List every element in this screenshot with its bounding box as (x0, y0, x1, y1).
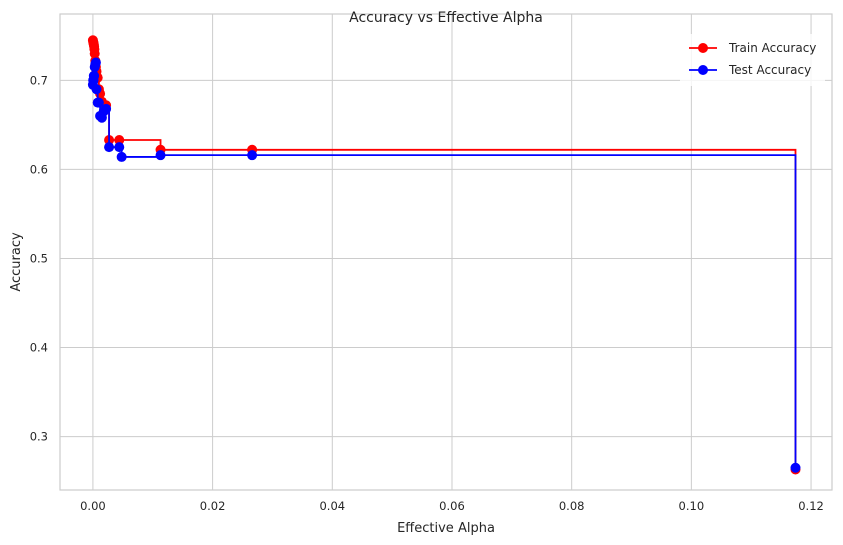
legend: Train Accuracy Test Accuracy (680, 34, 825, 86)
y-tick-label: 0.6 (30, 162, 48, 176)
grid (60, 14, 832, 490)
x-tick-label: 0.04 (319, 499, 345, 513)
train-accuracy-line (92, 39, 797, 470)
x-tick-label: 0.12 (798, 499, 824, 513)
y-ticks: 0.3 0.4 0.5 0.6 0.7 (30, 73, 48, 443)
series-layer (87, 35, 801, 475)
test-accuracy-point (114, 142, 125, 153)
y-tick-label: 0.5 (30, 251, 48, 265)
test-accuracy-point (247, 150, 258, 161)
test-accuracy-point (104, 142, 115, 153)
x-ticks: 0.00 0.02 0.04 0.06 0.08 0.10 0.12 (80, 499, 824, 513)
test-accuracy-point (90, 57, 101, 68)
test-accuracy-line (92, 61, 797, 468)
test-accuracy-point (93, 97, 104, 108)
test-accuracy-point (101, 103, 112, 114)
y-tick-label: 0.3 (30, 430, 48, 444)
x-tick-label: 0.02 (200, 499, 226, 513)
legend-label-train: Train Accuracy (728, 41, 816, 55)
legend-box (680, 34, 825, 86)
y-tick-label: 0.7 (30, 73, 48, 87)
test-accuracy-point (116, 151, 127, 162)
series-test-accuracy (87, 57, 801, 473)
x-tick-label: 0.06 (439, 499, 465, 513)
x-tick-label: 0.10 (679, 499, 705, 513)
test-accuracy-point (89, 70, 100, 81)
test-accuracy-point (790, 462, 801, 473)
legend-label-test: Test Accuracy (728, 63, 811, 77)
plot-frame (59, 13, 833, 491)
test-accuracy-point (155, 150, 166, 161)
x-axis-label: Effective Alpha (397, 521, 495, 536)
y-tick-label: 0.4 (30, 341, 48, 355)
y-axis-label: Accuracy (9, 232, 24, 292)
series-train-accuracy (87, 35, 801, 475)
train-accuracy-point (114, 135, 125, 146)
legend-marker-train (698, 43, 708, 53)
x-tick-label: 0.00 (80, 499, 106, 513)
x-tick-label: 0.08 (559, 499, 585, 513)
chart-title: Accuracy vs Effective Alpha (349, 10, 543, 26)
test-accuracy-point (91, 84, 102, 95)
legend-marker-test (698, 65, 708, 75)
train-accuracy-point (89, 48, 100, 59)
